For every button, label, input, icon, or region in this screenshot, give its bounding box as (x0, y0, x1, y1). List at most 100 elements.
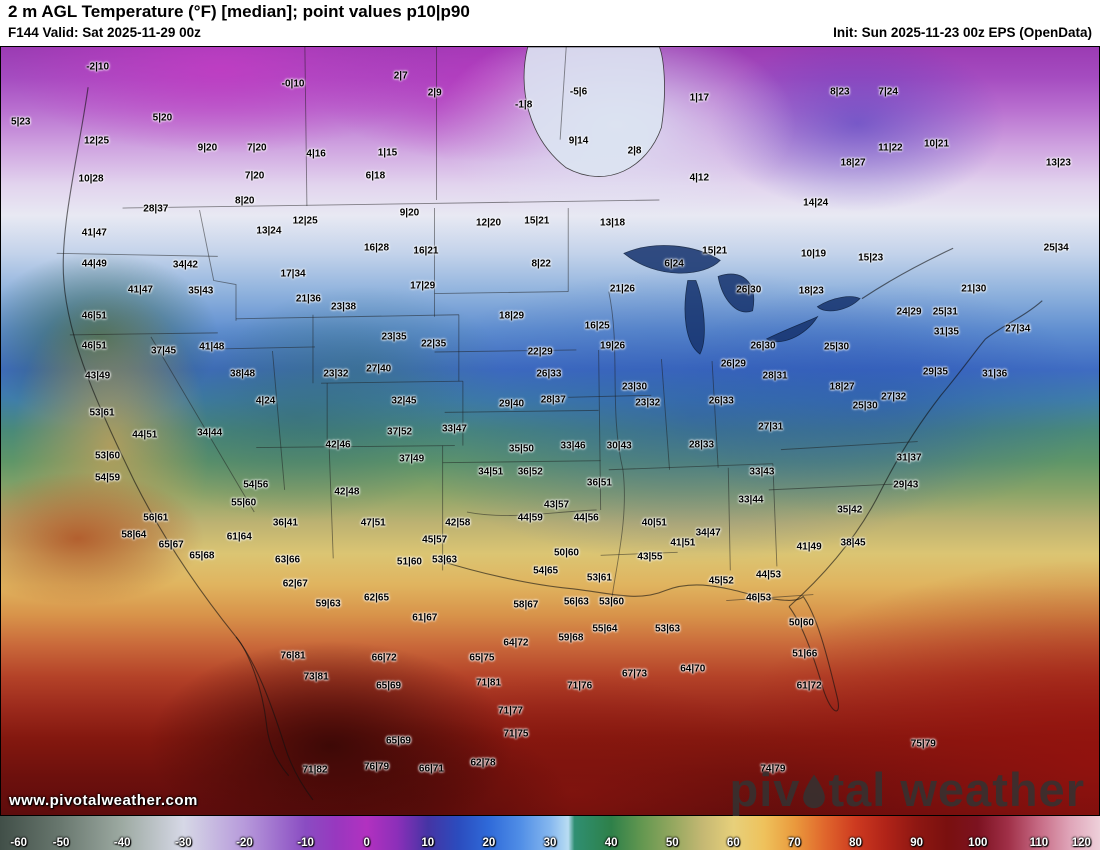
colorbar-tick-label: 120 (1071, 837, 1091, 849)
point-value: 32|45 (391, 395, 417, 407)
state-border (328, 447, 334, 559)
point-value: 46|51 (81, 310, 107, 322)
point-value: 61|72 (796, 680, 822, 692)
point-value: 25|31 (932, 306, 958, 318)
point-value: 12|25 (83, 135, 110, 147)
state-border (466, 509, 597, 516)
point-value: 64|70 (680, 663, 706, 675)
point-value: 53|63 (432, 554, 458, 566)
point-value: 27|34 (1005, 323, 1031, 335)
lake-superior-shape (623, 245, 721, 274)
point-value: 41|47 (81, 227, 107, 239)
point-value: 31|36 (982, 368, 1008, 380)
point-value: 36|41 (272, 517, 298, 529)
point-value: -0|10 (281, 78, 305, 90)
point-value: 13|23 (1045, 157, 1071, 169)
point-value: 36|52 (517, 466, 543, 478)
point-value: 44|56 (573, 512, 599, 524)
point-value: 2|7 (393, 70, 408, 82)
point-value: 27|32 (881, 391, 907, 403)
point-value: 26|33 (708, 395, 734, 407)
point-value: 55|64 (592, 623, 618, 635)
point-value: 73|81 (303, 671, 329, 683)
point-value: 46|51 (81, 340, 107, 352)
point-value: 29|40 (499, 398, 525, 410)
point-value: 6|18 (365, 170, 386, 182)
point-value: 27|31 (758, 421, 784, 433)
point-value: 76|81 (280, 650, 306, 662)
point-value: 13|18 (600, 217, 626, 229)
point-value: 33|44 (738, 494, 764, 506)
point-value: 8|23 (830, 86, 850, 98)
point-value: 76|79 (363, 761, 390, 773)
point-value: 7|20 (244, 170, 265, 182)
point-value: 61|67 (412, 612, 438, 624)
point-value: 26|33 (536, 368, 562, 380)
point-value: 53|61 (89, 407, 115, 419)
colorbar-tick-label: 70 (788, 837, 801, 849)
colorbar-tick-label: 20 (482, 837, 496, 849)
point-value: 28|37 (540, 394, 566, 405)
point-value: 1|17 (689, 92, 710, 104)
point-value: 59|63 (315, 598, 341, 610)
point-value: 34|47 (695, 527, 721, 539)
point-value: 65|68 (189, 550, 215, 562)
point-value: 27|40 (366, 363, 392, 375)
state-border (568, 394, 652, 398)
point-value: 65|75 (469, 652, 495, 664)
baja-coastline (235, 636, 290, 777)
init-time-label: Init: Sun 2025-11-23 00z EPS (OpenData) (833, 25, 1092, 40)
point-value: 44|59 (517, 512, 543, 524)
point-value: 12|25 (292, 215, 318, 227)
point-value: 45|57 (422, 534, 448, 546)
state-border (150, 336, 255, 513)
point-value: 15|21 (702, 245, 728, 257)
colorbar-tick-label: 90 (910, 837, 924, 849)
point-value: 41|49 (796, 541, 822, 553)
colorbar-tick-label: 30 (543, 837, 557, 849)
point-value: 42|48 (334, 486, 360, 498)
point-value: 53|61 (586, 572, 612, 584)
point-value: 42|46 (325, 439, 351, 451)
point-value: 17|29 (410, 280, 436, 292)
point-value: 2|9 (427, 87, 442, 99)
point-value: 38|45 (840, 537, 866, 549)
state-border (711, 361, 719, 468)
point-value: 9|20 (197, 142, 218, 154)
point-value: 19|26 (600, 340, 626, 352)
point-value: 8|22 (531, 258, 551, 270)
lake-huron-shape (717, 273, 755, 313)
map-points: -2|10 -0|10 2|7 2|9 -1|8 -5|6 1|17 8|23 7|24 5|23… (1, 47, 1099, 815)
point-value: 23|32 (323, 368, 349, 380)
point-value: 66|72 (371, 652, 397, 664)
point-value: 50|60 (788, 617, 814, 629)
point-value: 28|31 (762, 370, 788, 382)
gulf-coastline (438, 559, 840, 712)
point-value: -2|10 (86, 61, 110, 73)
colorbar-tick-label: 80 (849, 837, 862, 849)
point-value: 61|64 (226, 531, 252, 543)
point-value: 71|82 (302, 764, 328, 776)
colorbar-gradient (0, 816, 1100, 850)
point-value: 28|37 (143, 203, 169, 215)
point-value: 28|33 (688, 439, 715, 451)
colorbar-tick-label: -20 (236, 837, 253, 849)
lake-michigan-shape (684, 280, 705, 355)
point-value: 26|29 (720, 358, 746, 370)
point-value: 65|67 (158, 539, 184, 551)
colorbar-tick-label: 10 (421, 837, 435, 849)
point-value: 9|14 (568, 135, 589, 147)
point-value: 23|30 (622, 381, 648, 393)
point-value: 53|63 (654, 623, 681, 635)
logo-text-left: piv (729, 763, 801, 816)
point-value: 35|42 (837, 504, 863, 516)
colorbar-tick-label: -30 (175, 837, 192, 849)
point-value: 65|69 (385, 735, 411, 747)
pacific-coastline (62, 87, 314, 801)
point-value: 23|32 (635, 397, 661, 409)
point-value: 34|51 (478, 466, 504, 478)
point-value: 31|37 (896, 452, 922, 464)
point-value: 9|20 (399, 207, 420, 219)
point-value: 25|34 (1043, 242, 1069, 254)
point-value: 1|15 (377, 147, 398, 159)
